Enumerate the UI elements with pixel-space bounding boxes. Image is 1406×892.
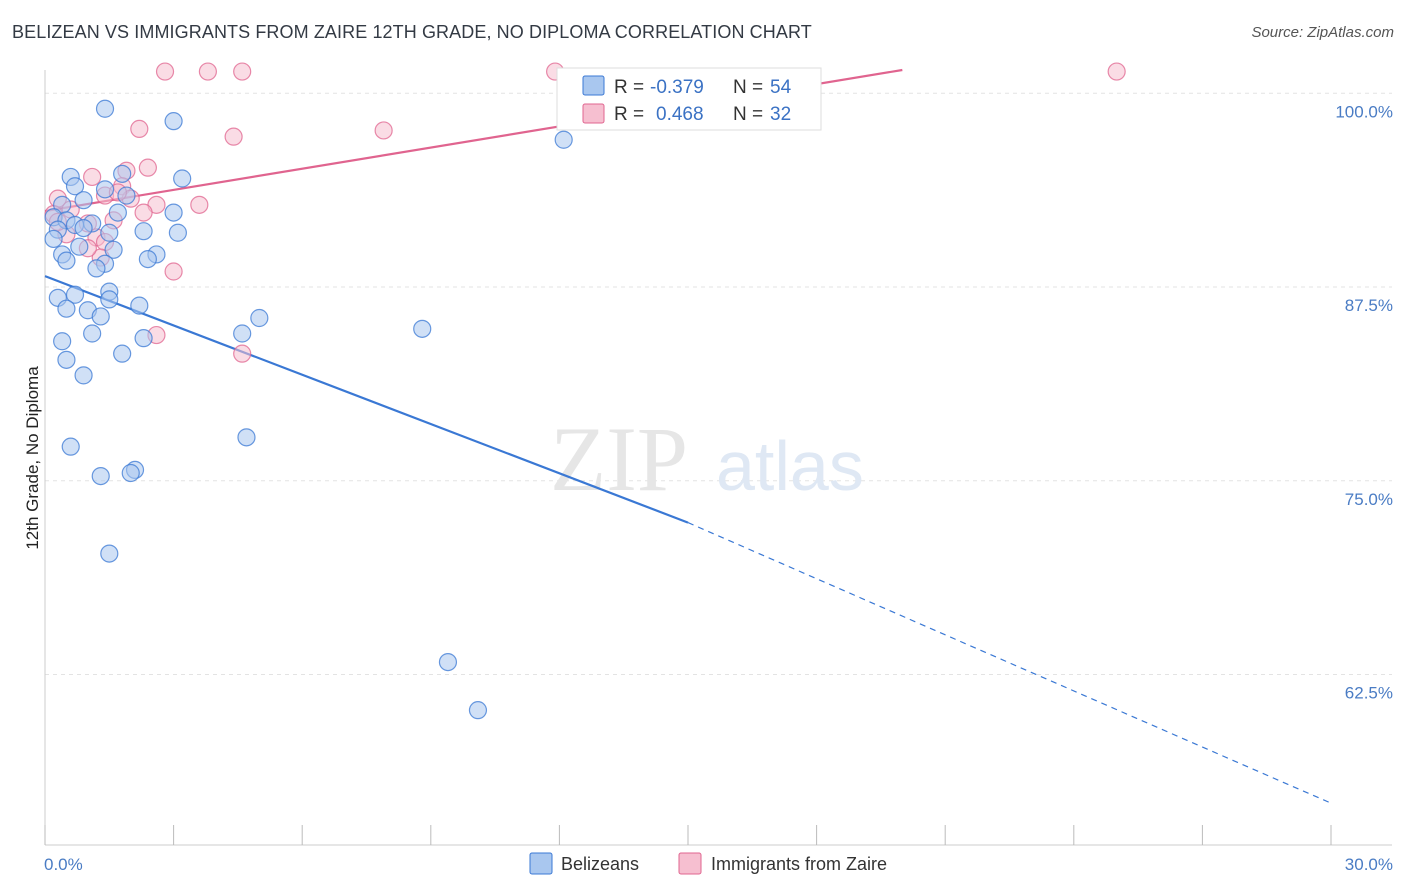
zaire-point — [83, 167, 102, 187]
legend-n-value-1: 54 — [770, 77, 792, 98]
belizean-point — [438, 652, 458, 672]
belizean-point — [413, 319, 432, 338]
series-legend-swatch-pink — [678, 852, 702, 875]
belizean-point — [233, 324, 252, 343]
belizean-point — [100, 544, 119, 563]
y-tick-label: 75.0% — [1345, 490, 1393, 509]
watermark-atlas: atlas — [716, 427, 864, 505]
belizean-point — [95, 180, 115, 199]
x-tick-label: 30.0% — [1345, 855, 1393, 874]
zaire-point — [155, 62, 175, 81]
series-legend-zaire: Immigrants from Zaire — [711, 854, 887, 874]
zaire-point — [138, 158, 157, 177]
belizean-point — [53, 332, 72, 351]
stats-legend: R = -0.379 N = 54 R = 0.468 N = 32 — [556, 67, 822, 131]
belizean-point — [74, 191, 93, 210]
watermark-zip: ZIP — [550, 408, 688, 510]
y-tick-labels: 100.0% 87.5% 75.0% 62.5% — [1335, 102, 1393, 702]
belizean-point — [104, 240, 123, 259]
belizean-point — [74, 366, 93, 385]
zaire-point — [134, 203, 153, 222]
belizean-point — [87, 259, 106, 278]
axes — [44, 70, 1392, 846]
belizean-point — [134, 222, 153, 241]
series-belizeans-points — [44, 99, 573, 720]
zaire-point — [190, 195, 209, 214]
legend-n-label-2: N = — [733, 104, 763, 125]
zaire-point — [198, 62, 217, 81]
belizean-point — [250, 308, 269, 328]
trend-line-belizeans-extension — [687, 522, 1332, 804]
belizean-point — [100, 223, 119, 242]
belizean-point — [164, 112, 183, 131]
belizean-point — [164, 203, 183, 222]
legend-r-label-1: R = — [614, 77, 644, 98]
belizean-point — [57, 350, 76, 369]
zaire-point — [374, 121, 393, 140]
belizean-point — [113, 164, 132, 183]
watermark: ZIP atlas — [550, 408, 864, 510]
legend-n-value-2: 32 — [770, 104, 791, 125]
belizean-point — [61, 437, 80, 456]
belizean-point — [130, 296, 149, 315]
belizean-point — [117, 186, 136, 205]
belizean-point — [138, 250, 157, 269]
belizean-point — [91, 307, 110, 326]
belizean-point — [91, 467, 110, 486]
legend-r-label-2: R = — [614, 104, 644, 125]
belizean-point — [95, 99, 115, 118]
series-legend-belizeans: Belizeans — [561, 854, 639, 874]
source-label: Source: ZipAtlas.com — [1251, 24, 1394, 41]
trend-line-belizeans — [44, 275, 689, 524]
zaire-point — [233, 344, 252, 363]
belizean-point — [108, 203, 127, 222]
legend-swatch-blue — [582, 75, 605, 96]
belizean-point — [70, 237, 89, 256]
belizean-point — [173, 169, 192, 188]
zaire-point — [130, 119, 149, 138]
belizean-point — [113, 344, 132, 363]
belizean-point — [468, 701, 488, 720]
belizean-point — [168, 223, 187, 242]
belizean-point — [121, 463, 140, 483]
y-tick-label: 100.0% — [1335, 102, 1393, 121]
legend-swatch-pink — [582, 103, 605, 124]
legend-r-value-1: -0.379 — [650, 77, 704, 98]
y-axis-title: 12th Grade, No Diploma — [23, 366, 42, 550]
belizean-point — [65, 285, 85, 304]
y-tick-label: 87.5% — [1345, 296, 1393, 315]
legend-n-label-1: N = — [733, 77, 763, 98]
belizean-point — [44, 229, 63, 249]
belizean-point — [100, 290, 119, 309]
zaire-point — [224, 127, 243, 146]
legend-r-value-2: 0.468 — [656, 104, 704, 125]
belizean-point — [83, 324, 102, 343]
y-tick-label: 62.5% — [1345, 684, 1393, 703]
belizean-point — [65, 177, 85, 196]
belizean-point — [134, 329, 153, 348]
belizean-point — [237, 428, 256, 447]
belizean-point — [57, 299, 76, 318]
series-legend: Belizeans Immigrants from Zaire — [529, 852, 887, 875]
belizean-point — [554, 130, 573, 149]
x-tick-label: 0.0% — [44, 855, 83, 874]
belizean-point — [57, 251, 76, 270]
zaire-point — [233, 62, 252, 81]
x-tick-labels: 0.0% 30.0% — [44, 855, 1393, 874]
zaire-point — [164, 262, 183, 281]
zaire-point — [1107, 62, 1126, 81]
series-legend-swatch-blue — [529, 852, 553, 875]
grid-lines — [45, 92, 1392, 675]
belizean-point — [74, 219, 93, 238]
chart-title: BELIZEAN VS IMMIGRANTS FROM ZAIRE 12TH G… — [12, 22, 812, 42]
